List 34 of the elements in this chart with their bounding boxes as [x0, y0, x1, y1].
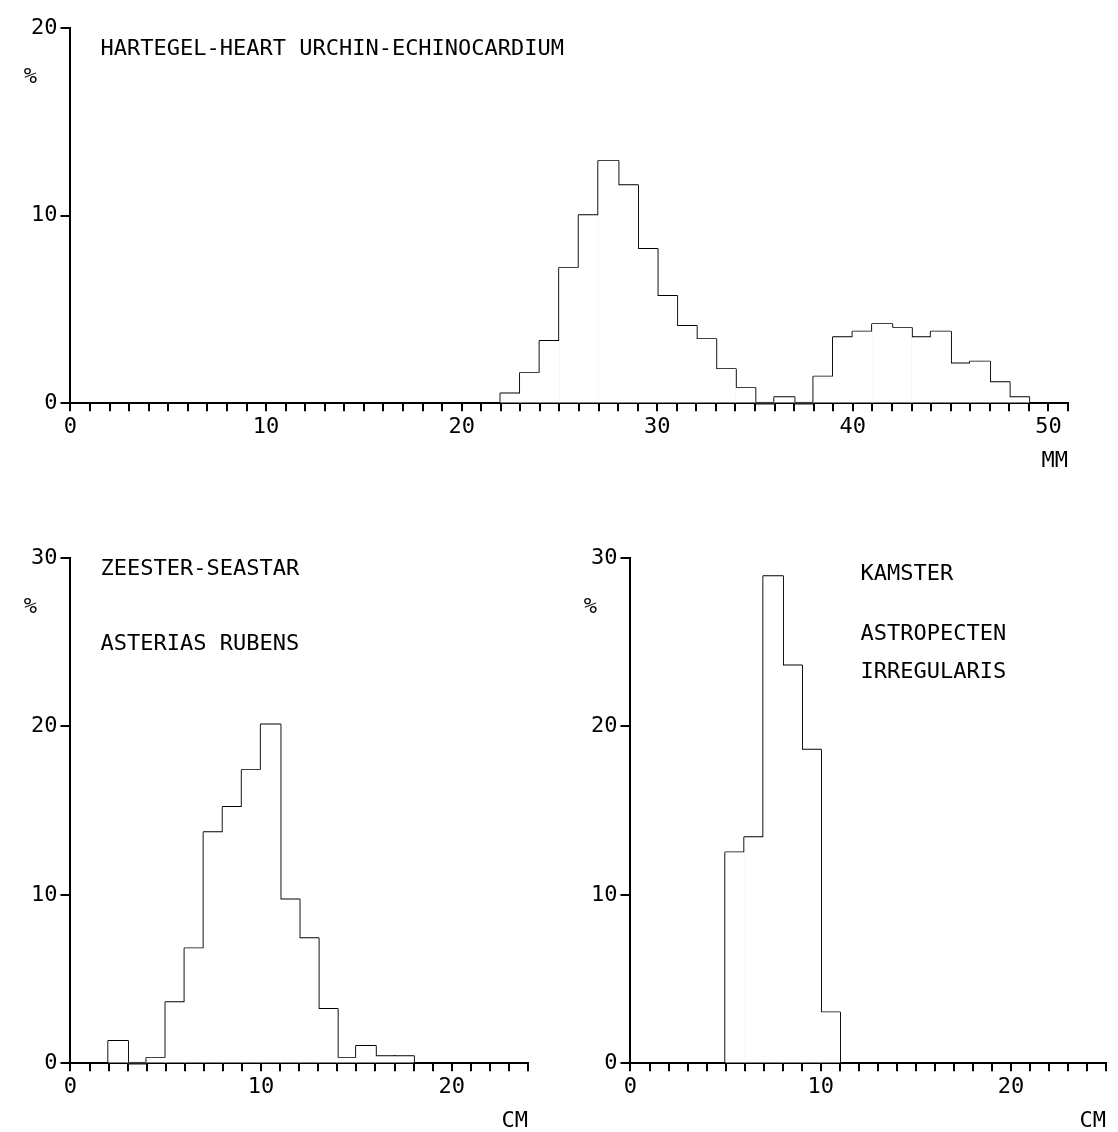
y-tick-label: 0 [44, 1048, 58, 1074]
x-tick-label: 20 [438, 1073, 465, 1099]
text: ASTERIAS RUBENS [100, 629, 300, 655]
y-tick-label: 10 [590, 880, 618, 906]
chart-title: KAMSTER [860, 559, 954, 585]
y-axis-title: % [23, 62, 38, 88]
x-tick-label: 40 [839, 413, 867, 439]
x-axis-title: CM [1079, 1106, 1106, 1132]
y-axis-title: % [583, 592, 598, 618]
x-tick-label: 0 [63, 413, 78, 439]
y-tick-label: 10 [30, 201, 58, 227]
y-tick-label: 0 [44, 388, 58, 414]
y-axis-title: % [23, 592, 38, 618]
x-tick-label: 50 [1035, 413, 1062, 439]
text: ASTROPECTEN IRREGULARIS [860, 619, 1007, 683]
x-tick-label: 10 [252, 413, 280, 439]
y-tick-label: 0 [604, 1048, 618, 1074]
x-tick-label: 30 [644, 413, 671, 439]
y-tick-label: 20 [590, 712, 618, 738]
x-tick-label: 0 [63, 1073, 78, 1099]
chart-title: ZEESTER-SEASTAR [100, 554, 300, 580]
y-tick-label: 20 [30, 13, 58, 39]
x-axis-title: MM [1041, 446, 1068, 472]
chart-title: HARTEGEL-HEART URCHIN-ECHINOCARDIUM [100, 34, 565, 60]
y-tick-label: 30 [30, 543, 58, 569]
x-tick-label: 10 [247, 1073, 275, 1099]
x-tick-label: 0 [623, 1073, 638, 1099]
y-tick-label: 20 [30, 712, 58, 738]
x-tick-label: 20 [448, 413, 475, 439]
y-tick-label: 30 [590, 543, 618, 569]
x-axis-title: CM [501, 1106, 528, 1132]
y-tick-label: 10 [30, 880, 58, 906]
x-tick-label: 10 [807, 1073, 834, 1099]
x-tick-label: 20 [997, 1073, 1025, 1099]
